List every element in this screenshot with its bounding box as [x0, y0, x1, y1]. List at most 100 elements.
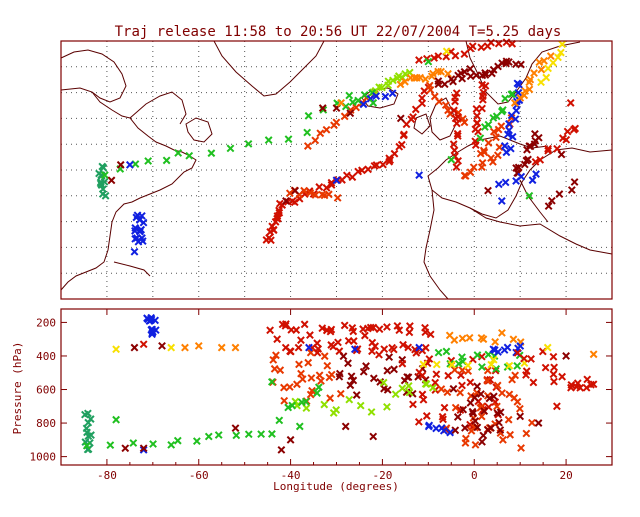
pressure-point: [272, 351, 280, 360]
pressure-point: [327, 325, 336, 334]
map-point: [185, 151, 194, 160]
map-point: [304, 111, 313, 120]
map-point: [442, 47, 451, 56]
map-point: [415, 56, 423, 64]
pressure-point: [412, 348, 421, 357]
map-point: [558, 40, 567, 49]
map-point: [493, 151, 502, 160]
pressure-point: [232, 431, 241, 440]
pressure-point: [148, 329, 157, 337]
pressure-point: [214, 431, 223, 439]
pressure-point: [528, 418, 536, 427]
pressure-point: [477, 352, 486, 361]
map-point: [116, 160, 125, 169]
pressure-point: [139, 445, 148, 454]
pressure-point: [367, 408, 376, 416]
map-point: [207, 149, 216, 158]
pressure-point: [432, 370, 441, 379]
pressure-point: [431, 378, 440, 387]
pressure-point: [520, 354, 528, 363]
pressure-point: [505, 390, 514, 399]
pressure-point: [231, 343, 240, 352]
map-point: [537, 65, 546, 74]
y-tick-label: 800: [36, 417, 56, 430]
map-point: [501, 94, 510, 103]
map-point: [452, 163, 461, 172]
map-point: [125, 160, 134, 169]
pressure-point: [421, 328, 430, 337]
map-point: [489, 127, 498, 136]
pressure-point: [167, 343, 176, 352]
pressure-point: [567, 380, 576, 389]
pressure-point: [422, 380, 431, 388]
map-point: [525, 85, 534, 94]
pressure-point: [503, 343, 512, 352]
y-tick-label: 400: [36, 350, 56, 363]
map-point: [472, 71, 481, 80]
pressure-point: [275, 416, 284, 425]
map-point: [468, 42, 477, 51]
pressure-point: [298, 375, 307, 384]
map-point: [479, 146, 488, 155]
pressure-point: [496, 408, 505, 417]
pressure-point: [473, 351, 482, 359]
map-point: [451, 93, 459, 102]
pressure-point: [480, 407, 489, 416]
map-point: [311, 191, 320, 199]
pressure-point: [167, 440, 176, 449]
pressure-point: [529, 378, 538, 387]
map-point: [466, 64, 475, 73]
map-point: [282, 197, 290, 205]
map-point: [400, 130, 408, 139]
pressure-point: [335, 372, 344, 381]
map-point: [460, 67, 469, 76]
map-point: [284, 135, 293, 144]
pressure-point: [293, 380, 301, 389]
map-point: [162, 156, 171, 165]
coastlines: [60, 40, 613, 300]
pressure-point: [522, 371, 530, 379]
map-point: [536, 155, 545, 164]
chart-title: Traj release 11:58 to 20:56 UT 22/07/200…: [115, 24, 562, 40]
pressure-point: [112, 345, 121, 354]
map-point: [450, 146, 459, 155]
map-point: [473, 112, 481, 120]
pressure-point: [458, 381, 466, 390]
map-point: [327, 178, 336, 187]
pressure-point: [496, 426, 505, 434]
map-point: [364, 165, 373, 174]
x-tick-label: -40: [281, 469, 301, 482]
pressure-point: [267, 377, 276, 386]
map-point: [508, 89, 517, 98]
map-point: [460, 118, 469, 127]
map-grid: [61, 41, 612, 299]
map-point: [418, 94, 426, 103]
map-point: [131, 227, 139, 235]
pressure-point: [449, 384, 458, 393]
pressure-point: [513, 397, 522, 406]
x-tick-label: 0: [471, 469, 478, 482]
pressure-point: [415, 343, 424, 352]
pressure-trajectory-points: [81, 313, 598, 454]
map-point: [303, 142, 312, 150]
map-point: [303, 128, 312, 137]
map-point: [506, 144, 515, 153]
map-point: [531, 157, 540, 166]
pressure-point: [147, 316, 155, 325]
map-point: [497, 197, 506, 205]
pressure-point: [314, 383, 323, 392]
pressure-point: [344, 336, 353, 345]
pressure-point: [81, 410, 89, 419]
map-point: [434, 77, 443, 85]
map-point: [497, 122, 506, 131]
pressure-point: [313, 339, 322, 348]
map-point: [478, 104, 486, 113]
pressure-point: [438, 412, 447, 421]
pressure-point: [371, 342, 380, 351]
pressure-point: [549, 352, 558, 361]
map-point: [100, 171, 109, 180]
pressure-point: [369, 323, 378, 332]
map-point: [476, 134, 485, 143]
map-point: [311, 136, 320, 145]
